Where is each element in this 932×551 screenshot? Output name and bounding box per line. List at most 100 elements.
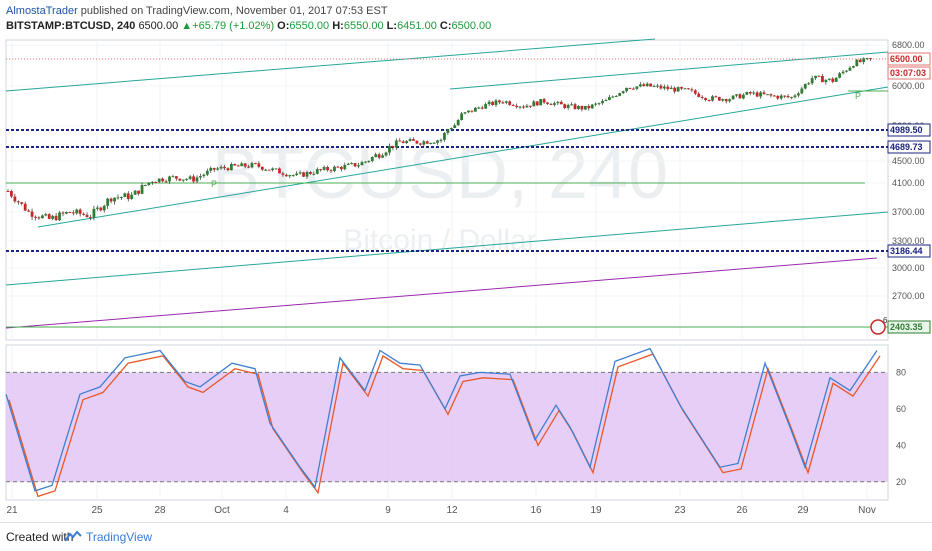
candle-body — [278, 168, 281, 174]
candle-body — [659, 85, 663, 89]
channel-line — [449, 51, 889, 90]
candle-body — [350, 163, 354, 165]
candle-body — [590, 104, 594, 109]
candle-body — [821, 75, 824, 83]
candle-body — [13, 196, 17, 202]
candle-body — [807, 83, 811, 85]
candle-body — [687, 88, 690, 90]
candle-body — [611, 96, 615, 98]
candle-body — [394, 140, 398, 148]
candle-body — [594, 103, 598, 105]
publish-line: AlmostaTrader published on TradingView.c… — [6, 5, 388, 17]
stoch-k-line — [5, 347, 878, 492]
candle-body — [137, 190, 140, 194]
candle-body — [834, 77, 838, 82]
candle-body — [123, 193, 127, 198]
candle-body — [68, 211, 72, 213]
candle-body — [845, 70, 848, 72]
watermark-symbol: BTCUSD, 240 — [212, 134, 668, 214]
candle-body — [34, 216, 37, 218]
candle-body — [783, 95, 787, 97]
candle-body — [274, 168, 278, 170]
low-label: L: — [386, 20, 398, 32]
candle-body — [116, 197, 120, 199]
high-label: H: — [332, 20, 344, 32]
candle-body — [532, 101, 536, 107]
candle-body — [676, 87, 680, 92]
y-tick-label: 3700.00 — [892, 207, 925, 217]
candle-body — [769, 94, 773, 96]
candle-body — [243, 163, 247, 167]
candle-body — [573, 104, 577, 110]
candle-body — [738, 94, 742, 99]
channel-line — [37, 86, 889, 228]
candle-body — [790, 97, 793, 99]
candle-body — [814, 75, 817, 79]
candle-body — [518, 106, 522, 108]
price-label-text: 4689.73 — [890, 142, 923, 152]
tradingview-brand-link[interactable]: TradingView — [86, 530, 153, 544]
candle-body — [728, 99, 732, 102]
author-link[interactable]: AlmostaTrader — [6, 5, 78, 17]
price-label-text: 6500.00 — [890, 54, 923, 64]
candle-body — [412, 139, 415, 141]
candle-body — [721, 99, 725, 101]
candle-body — [858, 59, 862, 63]
candle-body — [632, 88, 635, 90]
candle-body — [810, 78, 814, 84]
candle-body — [363, 161, 367, 163]
candle-body — [326, 167, 329, 171]
candle-body — [717, 97, 721, 101]
candle-body — [212, 167, 216, 170]
candle-body — [174, 176, 178, 179]
candle-body — [89, 217, 92, 219]
price-change: +65.79 (+1.02%) — [192, 20, 275, 32]
candle-body — [357, 165, 360, 167]
candle-body — [284, 174, 288, 177]
candle-body — [580, 106, 584, 110]
candle-body — [58, 212, 61, 221]
candle-body — [621, 91, 625, 94]
candle-body — [855, 59, 859, 67]
candle-body — [185, 178, 189, 180]
candle-body — [126, 193, 130, 200]
open-label: O: — [277, 20, 290, 32]
candle-body — [800, 88, 804, 94]
candle-body — [99, 207, 103, 211]
candle-body — [601, 100, 604, 104]
flag-count-label: 6 — [883, 316, 888, 325]
candle-body — [597, 103, 601, 105]
candle-body — [546, 102, 549, 104]
candle-body — [140, 185, 144, 194]
level-marker-label: P — [855, 91, 861, 101]
x-tick-label: 26 — [736, 505, 748, 516]
candle-body — [570, 104, 573, 106]
candle-body — [329, 170, 333, 172]
candle-body — [649, 83, 653, 87]
candle-body — [542, 99, 546, 103]
candle-body — [480, 107, 484, 109]
footer: Created with TradingView — [0, 522, 932, 551]
candle-body — [796, 93, 800, 96]
candle-body — [838, 73, 842, 78]
main-pane — [5, 39, 889, 341]
candle-body — [10, 191, 13, 197]
candle-body — [65, 211, 68, 214]
candle-body — [673, 87, 677, 92]
candle-body — [147, 182, 151, 185]
candle-body — [656, 85, 659, 87]
candle-body — [339, 166, 343, 170]
candle-body — [735, 94, 738, 96]
candle-body — [216, 168, 220, 170]
candle-body — [704, 98, 708, 100]
symbol-label[interactable]: BITSTAMP:BTCUSD, 240 — [6, 20, 136, 32]
candle-body — [515, 105, 519, 108]
candle-body — [827, 78, 831, 80]
candle-body — [254, 163, 257, 165]
us-flag-icon — [870, 319, 886, 335]
y-tick-label: 6000.00 — [892, 81, 925, 91]
candle-body — [106, 198, 110, 206]
stoch-band — [6, 372, 888, 482]
candle-body — [652, 86, 656, 88]
